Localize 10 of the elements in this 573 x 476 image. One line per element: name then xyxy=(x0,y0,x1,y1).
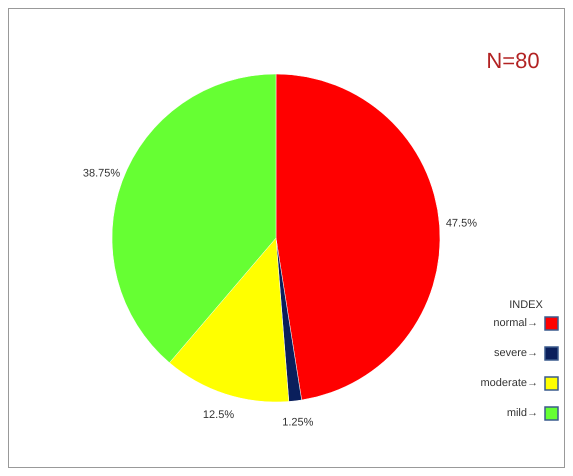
data-label: 47.5% xyxy=(446,217,478,230)
chart-title: N=80 xyxy=(486,48,540,73)
data-label: 38.75% xyxy=(82,168,120,180)
data-label: 1.25% xyxy=(282,416,314,429)
legend-label: severe→ xyxy=(494,347,538,359)
legend-label: moderate→ xyxy=(480,377,538,389)
legend-label: mild→ xyxy=(506,407,538,419)
legend-label: normal→ xyxy=(493,317,538,329)
legend-title: INDEX xyxy=(509,299,544,311)
data-label: 12.5% xyxy=(202,408,234,421)
